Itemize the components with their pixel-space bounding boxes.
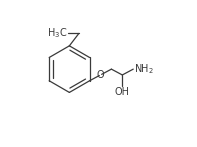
Text: O: O (97, 70, 104, 80)
Text: NH$_2$: NH$_2$ (134, 62, 154, 76)
Text: OH: OH (115, 87, 130, 97)
Text: H$_3$C: H$_3$C (47, 27, 67, 40)
